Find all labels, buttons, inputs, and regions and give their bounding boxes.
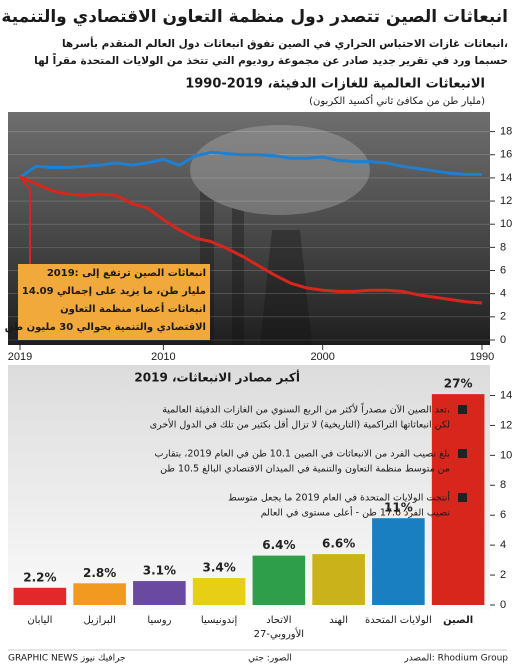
y-tick-label: 6: [500, 509, 506, 521]
annotation-text: انبعاثات أعضاء منظمة التعاون: [60, 302, 206, 315]
source: المصدر: Rhodium Group: [403, 654, 508, 664]
y-tick-label: 10: [500, 218, 512, 230]
bar-share-label: 6.4%: [262, 538, 295, 552]
x-tick-label: اليابان: [27, 615, 52, 626]
y-tick-label: 8: [500, 241, 506, 253]
y-tick-label: 0: [500, 334, 506, 346]
title: انبعاثات الصين تتصدر دول منظمة التعاون ا…: [1, 7, 508, 27]
bar-share-label: 2.2%: [23, 570, 56, 584]
y-tick-label: 14: [500, 172, 512, 184]
x-tick-label: 2000: [310, 351, 334, 363]
chart-title: أكبر مصادر الانبعاثات، 2019: [134, 370, 300, 385]
note-text: تعد الصين الآن مصدراً لأكثر من الربع الس…: [162, 402, 450, 415]
bar-share-label: 3.1%: [143, 564, 176, 578]
y-tick-label: 12: [500, 419, 512, 431]
x-tick-label: البرازيل: [83, 615, 115, 626]
bar: [73, 583, 126, 605]
chart-subtitle: (مليار طن من مكافئ ثاني أكسيد الكربون): [309, 94, 485, 107]
y-tick-label: 4: [500, 288, 506, 300]
photo-credit: الصور: جتي: [248, 654, 292, 664]
x-tick-label: 2010: [151, 351, 175, 363]
y-tick-label: 4: [500, 539, 506, 551]
y-tick-label: 12: [500, 195, 512, 207]
note-text: أنتجت الولايات المتحدة في العام 2019 ما …: [228, 491, 450, 504]
y-tick-label: 0: [500, 599, 506, 611]
bar: [252, 555, 306, 605]
chart-title: الانبعاثات العالمية للغازات الدفيئة، 201…: [185, 77, 485, 92]
bar: [312, 554, 365, 605]
annotation-text: 2019: انبعاثات الصين ترتفع إلى: [47, 268, 206, 279]
subtitle: حسبما ورد في تقرير جديد صادر عن مجموعة ر…: [34, 53, 508, 67]
x-tick-label: إندونيسيا: [201, 615, 238, 626]
series-line: [19, 150, 482, 179]
bar-share-label: 6.6%: [322, 537, 355, 551]
y-tick-label: 16: [500, 149, 512, 161]
annotation-text: 14.09 مليار طن، ما يزيد على إجمالي: [22, 286, 206, 297]
note-text: لكن انبعاثاتها التراكمية (التاريخية) لا …: [150, 418, 450, 431]
x-tick-label: الاتحاد: [266, 615, 291, 626]
y-tick-label: 14: [500, 389, 512, 401]
y-tick-label: 2: [500, 311, 506, 323]
bar: [133, 581, 186, 605]
y-tick-label: 2: [500, 569, 506, 581]
bullet: [458, 405, 467, 414]
x-tick-label: الولايات المتحدة: [365, 615, 432, 626]
x-tick-label: 2019: [8, 351, 32, 363]
bar: [192, 578, 246, 605]
note-text: من متوسط منظمة التعاون والتنمية في الميد…: [160, 464, 450, 475]
bar: [372, 518, 425, 605]
bullet: [458, 449, 467, 458]
x-tick-label: الصين: [443, 615, 473, 626]
credit: GRAPHIC NEWS جرافيك نيوز: [8, 654, 126, 664]
bar-share-label: 2.8%: [83, 566, 116, 580]
note-text: بلغ نصيب الفرد من الانبعاثات في الصين 10…: [155, 449, 450, 460]
bar-share-label: 27%: [444, 377, 473, 391]
annotation-box: [18, 264, 210, 340]
bar: [13, 587, 67, 605]
y-tick-label: 6: [500, 264, 506, 276]
series-line: [19, 175, 483, 305]
smokestacks: [190, 125, 370, 345]
bar-share-label: 3.4%: [202, 561, 235, 575]
bullet: [458, 493, 467, 502]
subtitle: انبعاثات غازات الاحتباس الحراري في الصين…: [62, 36, 508, 50]
x-tick-label: 1990: [470, 351, 494, 363]
bar-share-label: 11%: [384, 501, 413, 515]
x-tick-label: الهند: [329, 615, 348, 626]
y-tick-label: 8: [500, 479, 506, 491]
y-tick-label: 18: [500, 125, 512, 137]
y-tick-label: 10: [500, 449, 512, 461]
x-tick-label: الأوروبي-27: [254, 627, 304, 640]
note-text: نصيب الفرد 17.6 طن - أعلى مستوى في العال…: [261, 506, 450, 519]
x-tick-label: روسيا: [147, 615, 171, 626]
annotation-text: الاقتصادي والتنمية بحوالي 30 مليون طن: [5, 322, 206, 333]
